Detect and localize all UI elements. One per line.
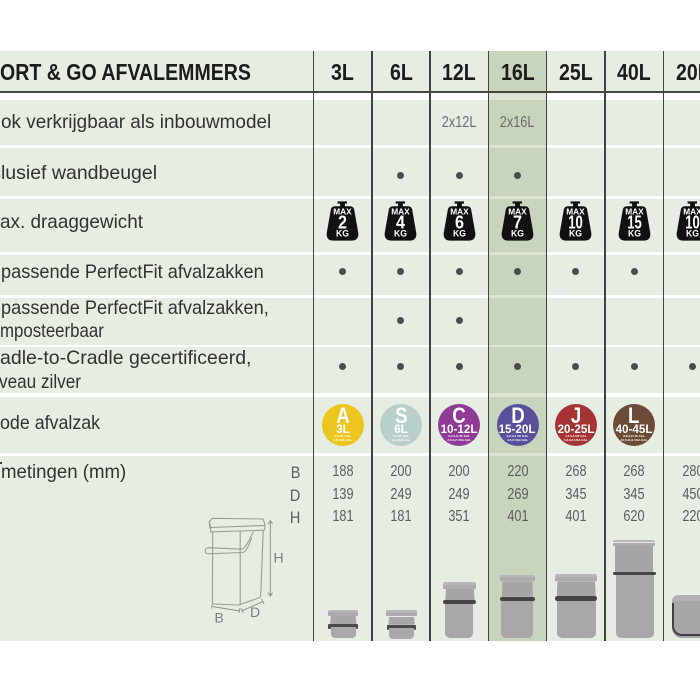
svg-text:KG: KG	[453, 229, 466, 239]
svg-text:KG: KG	[569, 229, 582, 239]
svg-text:MAX: MAX	[392, 206, 411, 216]
svg-text:H: H	[274, 550, 284, 566]
svg-text:4: 4	[396, 211, 406, 232]
svg-text:MAX: MAX	[450, 206, 469, 216]
svg-text:7: 7	[513, 211, 522, 232]
svg-text:MAX: MAX	[508, 206, 527, 216]
svg-text:KG: KG	[511, 229, 524, 239]
svg-text:MAX: MAX	[625, 206, 644, 216]
svg-text:KG: KG	[628, 229, 641, 239]
svg-text:B: B	[215, 610, 224, 626]
svg-text:6: 6	[455, 211, 464, 232]
svg-text:2: 2	[338, 211, 347, 232]
svg-text:D: D	[250, 604, 260, 620]
svg-text:10: 10	[569, 211, 584, 232]
svg-text:MAX: MAX	[567, 206, 586, 216]
svg-text:MAX: MAX	[333, 206, 352, 216]
svg-text:15: 15	[627, 211, 642, 232]
svg-text:MAX: MAX	[683, 206, 700, 216]
svg-text:10: 10	[685, 211, 700, 232]
svg-text:KG: KG	[394, 229, 407, 239]
svg-text:KG: KG	[336, 229, 349, 239]
svg-text:KG: KG	[686, 229, 699, 239]
